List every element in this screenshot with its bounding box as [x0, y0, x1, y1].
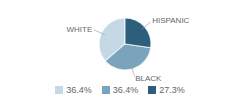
html-text:36.4%: 36.4%	[66, 85, 92, 95]
svg-text:BLACK: BLACK	[135, 74, 162, 82]
html-text:36.4%: 36.4%	[112, 85, 139, 95]
svg-text:WHITE: WHITE	[66, 25, 92, 34]
svg-text:HISPANIC: HISPANIC	[152, 16, 189, 25]
html-text:27.3%: 27.3%	[159, 85, 185, 95]
